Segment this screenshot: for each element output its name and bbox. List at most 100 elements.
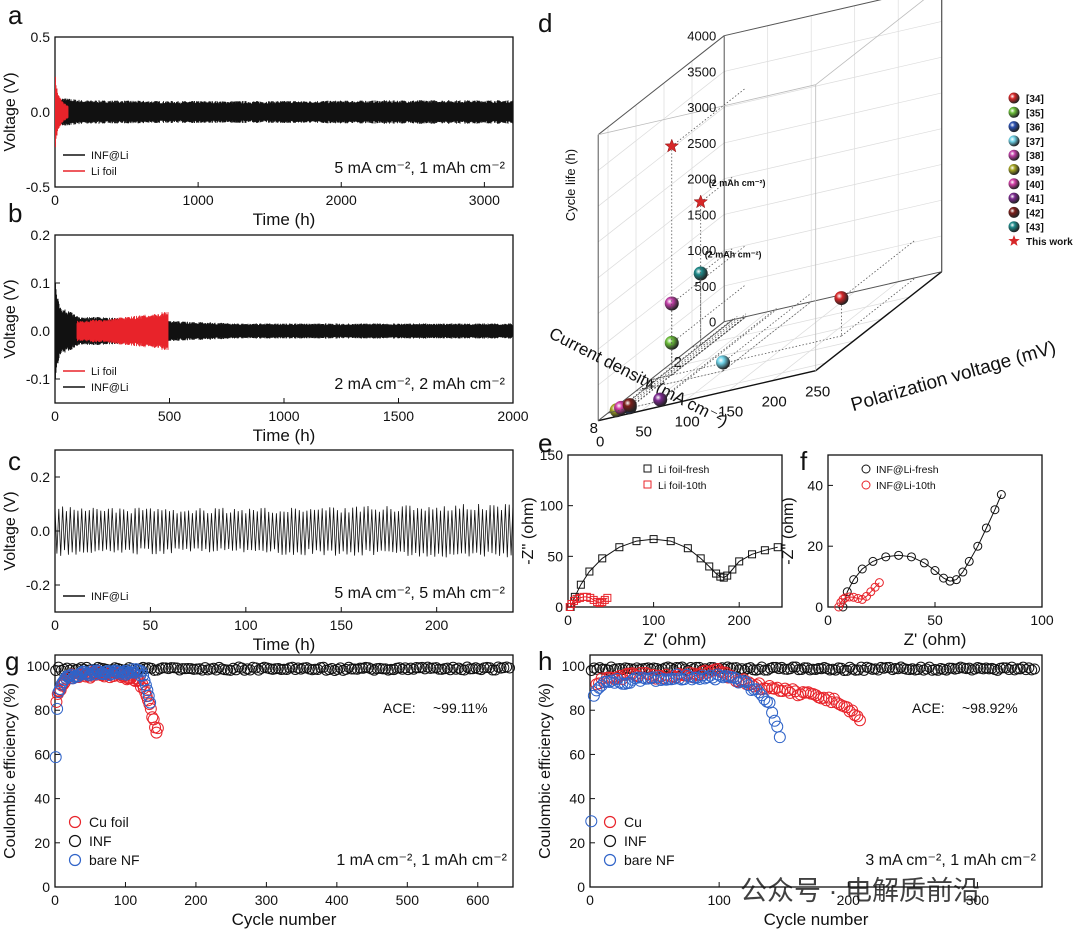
data-point-sphere bbox=[716, 355, 730, 370]
legend-swatch bbox=[1008, 164, 1020, 175]
y-tick-label: 0.2 bbox=[31, 227, 51, 243]
data-point bbox=[841, 664, 853, 676]
data-point bbox=[97, 668, 110, 681]
condition-label: 5 mA cm⁻², 1 mAh cm⁻² bbox=[334, 160, 505, 177]
x-tick-label: 100 bbox=[642, 612, 666, 628]
watermark: 公众号 · 电解质前沿 bbox=[740, 876, 980, 906]
legend-label: INF bbox=[624, 833, 647, 849]
data-point bbox=[230, 664, 242, 676]
z-tick-label: 500 bbox=[694, 279, 716, 294]
x-tick-label: 0 bbox=[51, 617, 59, 633]
drop-line bbox=[649, 374, 672, 381]
data-point bbox=[346, 663, 358, 675]
grid-line bbox=[724, 164, 942, 215]
y-tick-label: 40 bbox=[807, 477, 823, 493]
data-point bbox=[973, 541, 983, 551]
data-point bbox=[317, 661, 329, 673]
legend-label: [35] bbox=[1026, 108, 1044, 119]
data-point bbox=[593, 597, 602, 606]
x-tick-label: 0 bbox=[51, 892, 59, 908]
condition-label: 1 mA cm⁻², 1 mAh cm⁻² bbox=[336, 852, 507, 869]
panel-letter: f bbox=[800, 446, 808, 476]
drop-line bbox=[691, 344, 701, 348]
legend-label: INF@Li-fresh bbox=[876, 464, 939, 476]
data-point bbox=[402, 664, 414, 676]
y-tick-label: 80 bbox=[569, 702, 585, 718]
data-point bbox=[165, 662, 177, 674]
x-axis-label: Current density (mA cm⁻²) bbox=[546, 324, 731, 431]
x-axis-label: Time (h) bbox=[253, 426, 316, 445]
legend-label: bare NF bbox=[89, 852, 140, 868]
y-tick-label: 100 bbox=[562, 658, 586, 674]
legend-label: [39] bbox=[1026, 166, 1044, 177]
x-axis-label: Z' (ohm) bbox=[644, 630, 707, 649]
x-tick-label: 200 bbox=[728, 612, 752, 628]
y-axis-label: Voltage (V) bbox=[2, 72, 19, 151]
data-point bbox=[807, 663, 819, 675]
data-point bbox=[930, 566, 940, 576]
data-point bbox=[576, 580, 585, 589]
data-point bbox=[838, 594, 848, 604]
data-point bbox=[408, 663, 420, 675]
data-point bbox=[219, 664, 231, 676]
data-point bbox=[852, 664, 864, 676]
legend-label: [43] bbox=[1026, 223, 1044, 234]
x-tick-label: 100 bbox=[707, 892, 731, 908]
panel-letter: c bbox=[8, 446, 21, 476]
data-point bbox=[430, 662, 442, 674]
legend-label: [42] bbox=[1026, 208, 1044, 219]
x-tick-label: 0 bbox=[564, 612, 572, 628]
drop-line bbox=[722, 301, 812, 372]
data-point bbox=[912, 664, 924, 676]
y-tick-label: -0.2 bbox=[26, 577, 50, 593]
grid-line bbox=[597, 106, 725, 207]
data-point bbox=[691, 671, 704, 684]
data-point bbox=[399, 662, 411, 674]
y-tick-label: 0.2 bbox=[31, 469, 51, 485]
ace-value: ~99.11% bbox=[433, 700, 488, 716]
y-tick-label: 80 bbox=[34, 702, 50, 718]
data-point bbox=[487, 664, 499, 676]
data-point bbox=[1020, 664, 1032, 676]
data-point bbox=[813, 662, 825, 674]
y-tick-label: 0.0 bbox=[31, 523, 51, 539]
data-point bbox=[784, 663, 796, 675]
x-tick-label: 50 bbox=[927, 612, 943, 628]
data-point bbox=[1014, 663, 1026, 675]
data-point bbox=[244, 664, 256, 676]
data-point bbox=[416, 661, 428, 673]
data-point bbox=[853, 714, 866, 727]
data-point bbox=[208, 662, 220, 674]
data-point bbox=[151, 722, 164, 735]
legend-swatch bbox=[603, 853, 617, 867]
z-tick-label: 3500 bbox=[687, 64, 716, 79]
panel-letter: a bbox=[8, 0, 23, 30]
fit-line bbox=[570, 538, 778, 608]
panel-letter: d bbox=[538, 8, 552, 38]
x-tick-label: 3000 bbox=[469, 192, 500, 208]
data-point bbox=[696, 554, 705, 563]
data-point bbox=[790, 661, 802, 673]
grid-line bbox=[724, 235, 942, 287]
legend-label: Li foil-fresh bbox=[658, 464, 710, 476]
data-point bbox=[761, 664, 773, 676]
x-tick-label: 8 bbox=[590, 420, 598, 437]
data-point bbox=[798, 662, 810, 674]
data-point bbox=[148, 664, 160, 676]
axis-edge bbox=[724, 271, 942, 323]
y-tick-label: 0.5 bbox=[31, 29, 51, 45]
data-point bbox=[334, 662, 346, 674]
data-point bbox=[817, 691, 830, 704]
x-tick-label: 600 bbox=[466, 892, 490, 908]
legend-swatch bbox=[1008, 235, 1020, 246]
data-point bbox=[748, 550, 757, 559]
data-point bbox=[756, 661, 768, 673]
legend-label: Li foil bbox=[91, 166, 117, 178]
legend-swatch bbox=[1008, 221, 1020, 233]
data-point bbox=[489, 664, 501, 676]
data-point bbox=[844, 661, 856, 673]
legend-label: INF@Li bbox=[91, 150, 128, 162]
data-point bbox=[853, 593, 863, 603]
data-point bbox=[705, 562, 714, 571]
data-point bbox=[776, 661, 788, 673]
